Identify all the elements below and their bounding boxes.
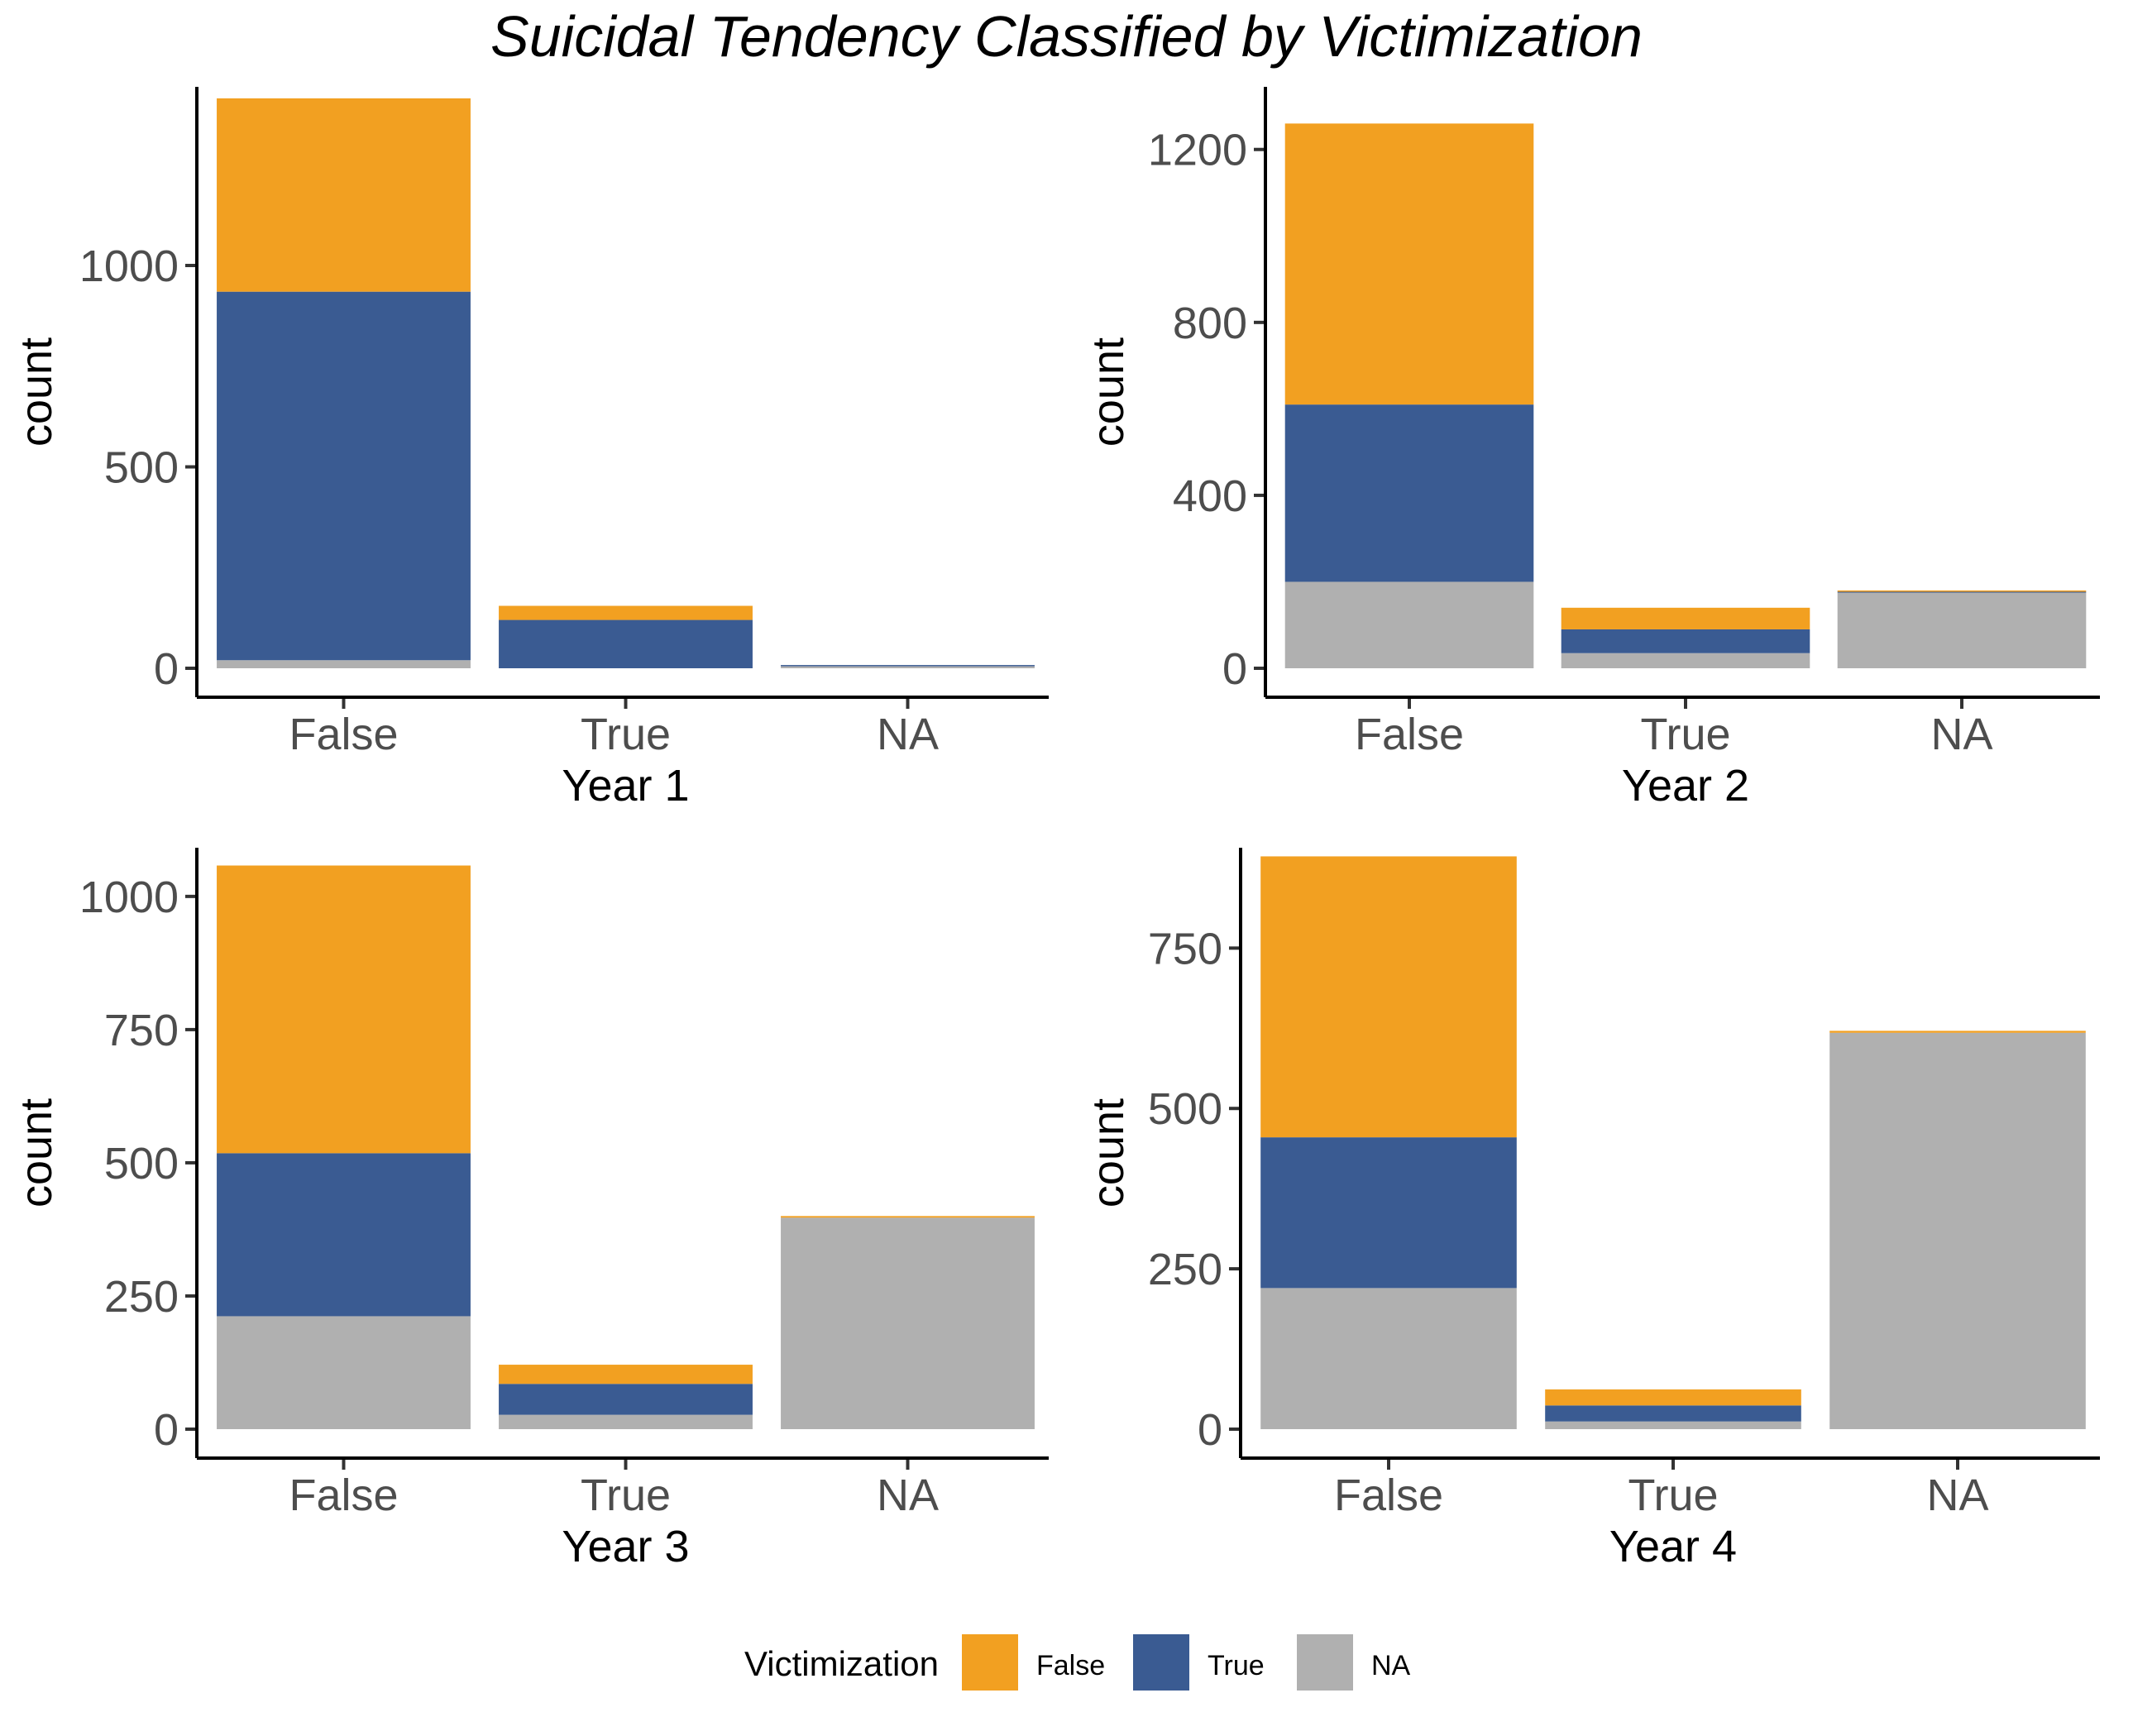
legend-title: Victimization <box>744 1644 939 1683</box>
bar-false-true <box>1260 1137 1517 1289</box>
bar-false-true <box>217 1153 471 1317</box>
x-tick-label: NA <box>1930 710 1992 759</box>
y-tick-label: 250 <box>104 1272 179 1322</box>
y-tick-label: 1000 <box>79 873 179 922</box>
x-tick-label: False <box>1355 710 1464 759</box>
bar-na-na <box>781 1217 1035 1429</box>
legend-swatch-true <box>1133 1634 1189 1691</box>
x-axis-title: Year 2 <box>1622 761 1749 811</box>
bar-false-false <box>1284 123 1534 405</box>
y-tick-label: 500 <box>104 1139 179 1188</box>
y-tick-label: 750 <box>104 1006 179 1055</box>
chart-panel-1: False True NA 0 500 1000 Year 1 count <box>12 87 1049 811</box>
bar-na-na <box>781 666 1035 668</box>
bar-true-true <box>499 619 753 668</box>
chart-panel-3: False True NA 0 250 500 750 1000 Year 3 count <box>12 848 1049 1571</box>
bar-true-false <box>1545 1389 1801 1406</box>
y-tick-label: 1000 <box>79 242 179 291</box>
x-tick-label: True <box>1640 710 1730 759</box>
bar-true-false <box>1561 607 1810 629</box>
x-axis-title: Year 1 <box>562 761 689 811</box>
chart-panel-2: False True NA 0 400 800 1200 Year 2 count <box>1083 87 2100 811</box>
bar-false-false <box>217 98 471 292</box>
x-axis-title: Year 4 <box>1609 1522 1737 1571</box>
bar-true-na <box>499 1414 753 1429</box>
x-tick-label: False <box>289 710 398 759</box>
bar-true-true <box>499 1384 753 1415</box>
y-tick-label: 500 <box>1148 1084 1222 1134</box>
x-tick-label: False <box>289 1471 398 1520</box>
x-tick-label: NA <box>877 1471 939 1520</box>
y-axis-title: count <box>12 337 61 447</box>
bar-false-na <box>1260 1288 1517 1429</box>
chart-title: Suicidal Tendency Classified by Victimiz… <box>490 4 1643 69</box>
legend-label-false: False <box>1036 1650 1105 1681</box>
bar-true-na <box>1545 1421 1801 1429</box>
bar-true-true <box>1545 1405 1801 1422</box>
bar-na-false <box>781 1216 1035 1218</box>
x-tick-label: NA <box>877 710 939 759</box>
bar-na-na <box>1829 1032 2086 1429</box>
x-tick-label: NA <box>1926 1471 1988 1520</box>
legend-items: False True NA <box>962 1634 1411 1691</box>
bar-true-true <box>1561 629 1810 653</box>
bar-na-false <box>1837 590 2087 592</box>
y-axis-title: count <box>1083 337 1133 447</box>
y-tick-label: 400 <box>1173 471 1247 521</box>
bar-na-true <box>1837 591 2087 593</box>
bar-false-false <box>1260 856 1517 1138</box>
y-tick-label: 800 <box>1173 299 1247 348</box>
bar-false-false <box>217 865 471 1154</box>
y-tick-label: 0 <box>154 644 179 694</box>
legend-label-na: NA <box>1371 1650 1411 1681</box>
x-axis-title: Year 3 <box>562 1522 689 1571</box>
y-tick-label: 750 <box>1148 924 1222 973</box>
legend-swatch-na <box>1297 1634 1353 1691</box>
bar-false-na <box>217 660 471 668</box>
chart-panels: False True NA 0 500 1000 Year 1 count False True N… <box>12 87 2100 1571</box>
y-tick-label: 0 <box>1198 1405 1222 1455</box>
x-tick-label: True <box>1628 1471 1718 1520</box>
bar-true-na <box>1561 653 1810 668</box>
bar-na-na <box>1837 592 2087 668</box>
y-tick-label: 0 <box>154 1405 179 1455</box>
y-tick-label: 0 <box>1222 644 1247 694</box>
bar-false-na <box>1284 581 1534 668</box>
bar-true-false <box>499 1365 753 1384</box>
chart-panel-4: False True NA 0 250 500 750 Year 4 count <box>1083 848 2100 1571</box>
x-tick-label: False <box>1334 1471 1443 1520</box>
bar-na-true <box>781 665 1035 667</box>
bar-false-na <box>217 1316 471 1429</box>
bar-na-false <box>1829 1031 2086 1033</box>
bar-false-true <box>1284 404 1534 582</box>
x-tick-label: True <box>581 710 671 759</box>
bar-true-false <box>499 605 753 620</box>
y-tick-label: 500 <box>104 443 179 493</box>
y-axis-title: count <box>12 1098 61 1208</box>
y-tick-label: 250 <box>1148 1245 1222 1294</box>
x-tick-label: True <box>581 1471 671 1520</box>
legend-swatch-false <box>962 1634 1018 1691</box>
bar-false-true <box>217 291 471 661</box>
legend-label-true: True <box>1208 1650 1265 1681</box>
y-tick-label: 1200 <box>1148 126 1247 175</box>
y-axis-title: count <box>1083 1098 1133 1208</box>
legend: Victimization False True NA <box>744 1634 1411 1691</box>
